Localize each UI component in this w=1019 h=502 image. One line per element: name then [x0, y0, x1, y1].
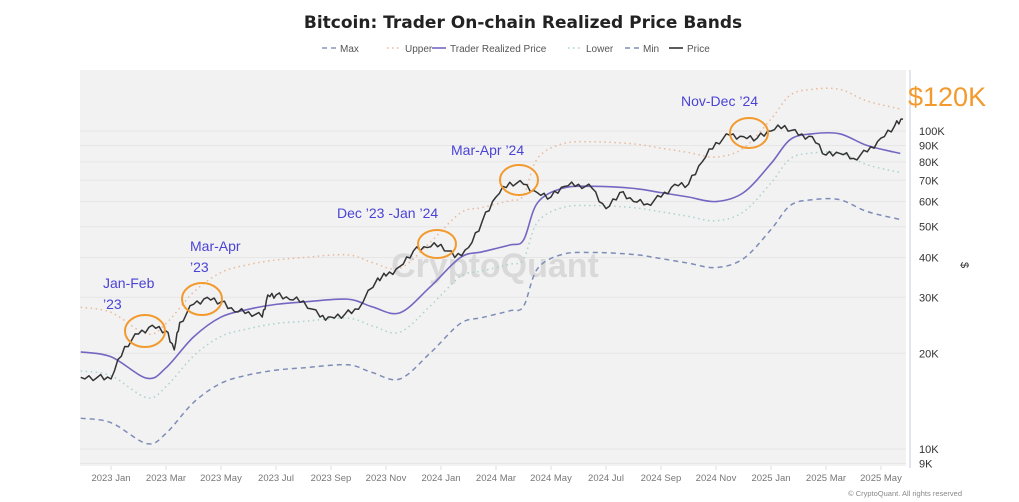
y-tick-label: 100K	[919, 126, 945, 138]
annotation-label: ’23	[103, 296, 122, 312]
y-tick-label: 80K	[919, 157, 939, 169]
annotation-label: Dec ’23 -Jan ’24	[337, 205, 438, 221]
x-tick-label: 2024 May	[530, 473, 572, 484]
gridlines	[80, 130, 906, 465]
series-group	[80, 87, 904, 445]
y-tick-label: 70K	[919, 175, 939, 187]
x-tick-label: 2023 Jan	[91, 473, 130, 484]
x-tick-label: 2024 Mar	[476, 473, 516, 484]
x-tick-label: 2023 Mar	[146, 473, 186, 484]
series-lower	[80, 151, 901, 399]
y-tick-label: 10K	[919, 444, 939, 456]
copyright: © CryptoQuant. All rights reserved	[848, 489, 962, 498]
x-tick-label: 2023 Jul	[258, 473, 294, 484]
annotation-label: Mar-Apr ’24	[451, 142, 524, 158]
y-tick-label: 20K	[919, 348, 939, 360]
legend-label: Upper	[405, 44, 433, 55]
legend: Max Upper Trader Realized Price Lower Min Pri…	[322, 44, 710, 55]
y-tick-label: 90K	[919, 141, 939, 153]
highlight-circle	[124, 314, 166, 348]
x-tick-label: 2024 Jul	[588, 473, 624, 484]
y-tick-label: 30K	[919, 292, 939, 304]
legend-label: Price	[687, 44, 710, 55]
x-tick-label: 2024 Sep	[641, 473, 682, 484]
highlight-circle	[417, 229, 457, 259]
series-min	[80, 197, 901, 445]
chart-title: Bitcoin: Trader On-chain Realized Price …	[304, 13, 742, 33]
x-tick-label: 2023 May	[200, 473, 242, 484]
annotation-label: ’23	[190, 259, 209, 275]
y-tick-label: 40K	[919, 253, 939, 265]
y-axis-label: $	[958, 262, 970, 268]
legend-label: Trader Realized Price	[450, 44, 547, 55]
legend-label: Lower	[586, 44, 614, 55]
x-tick-label: 2025 Jan	[751, 473, 790, 484]
series-price	[80, 118, 904, 382]
x-tick-label: 2025 Mar	[806, 473, 846, 484]
series-upper	[80, 87, 901, 336]
x-tick-label: 2023 Sep	[311, 473, 352, 484]
watermark: CryptoQuant	[391, 247, 599, 285]
annotation-label: Jan-Feb	[103, 275, 155, 291]
annotations: Jan-Feb ’23 Mar-Apr ’23 Dec ’23 -Jan ’24 Mar-…	[103, 93, 769, 348]
highlight-circle	[499, 164, 539, 196]
series-trader-realized-price	[80, 131, 901, 380]
annotation-label: Mar-Apr	[190, 238, 241, 254]
x-axis: 2023 Jan 2023 Mar 2023 May 2023 Jul 2023 Sep…	[91, 466, 902, 484]
highlight-circle	[729, 117, 769, 149]
x-tick-label: 2024 Jan	[421, 473, 460, 484]
x-tick-label: 2023 Nov	[366, 473, 407, 484]
y-axis: 100K 90K 80K 70K 60K 50K 40K 30K 20K 10K 9K	[919, 126, 945, 471]
y-tick-label: 60K	[919, 197, 939, 209]
y-tick-label: 9K	[919, 459, 933, 471]
annotation-label: Nov-Dec ’24	[681, 93, 758, 109]
legend-label: Max	[340, 44, 359, 55]
x-tick-label: 2025 May	[860, 473, 902, 484]
y-tick-label: 50K	[919, 222, 939, 234]
highlight-circle	[181, 282, 223, 316]
legend-label: Min	[643, 44, 659, 55]
x-tick-label: 2024 Nov	[696, 473, 737, 484]
price-callout: $120K	[908, 82, 986, 112]
